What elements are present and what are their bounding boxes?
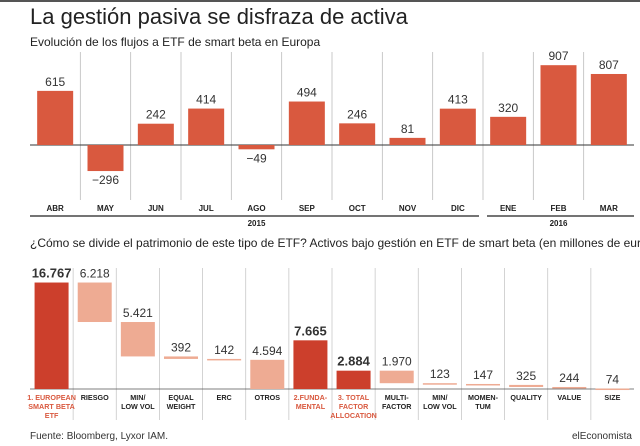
top-rule — [0, 0, 640, 2]
tick-label: ENE — [500, 204, 517, 213]
data-label: 320 — [498, 101, 518, 115]
tick-label: NOV — [399, 204, 417, 213]
bar-abr — [37, 90, 74, 145]
tick-label: WEIGHT — [167, 402, 196, 411]
year-label: 2016 — [550, 219, 568, 228]
tick-label: 2.FUNDA- — [294, 393, 328, 402]
tick-label: ABR — [46, 204, 64, 213]
bar-sep — [288, 101, 325, 145]
page-title: La gestión pasiva se disfraza de activa — [30, 4, 408, 29]
bar-category-10 — [466, 383, 500, 386]
tick-label: ERC — [217, 393, 232, 402]
data-label: 244 — [559, 371, 579, 385]
tick-label: LOW VOL — [121, 402, 155, 411]
tick-label: MULTI- — [385, 393, 409, 402]
data-label: 7.665 — [294, 323, 327, 338]
tick-label: 1. EUROPEAN — [27, 393, 76, 402]
tick-label: OCT — [349, 204, 366, 213]
tick-label: TUM — [475, 402, 491, 411]
data-label: 907 — [548, 49, 568, 63]
data-label: 2.884 — [337, 354, 370, 369]
bar-dic — [439, 108, 476, 145]
bar-ene — [490, 116, 527, 145]
data-label: 246 — [347, 107, 367, 121]
data-label: 6.218 — [80, 267, 110, 281]
bar-jul — [188, 108, 225, 145]
data-label: 74 — [606, 373, 620, 387]
bar-oct — [339, 123, 376, 145]
bar-category-5 — [250, 359, 285, 389]
data-label: 494 — [297, 86, 317, 100]
year-label: 2015 — [248, 219, 266, 228]
tick-label: MAY — [97, 204, 115, 213]
data-label: 81 — [401, 122, 415, 136]
data-label: 1.970 — [382, 355, 412, 369]
data-label: 123 — [430, 367, 450, 381]
tick-label: ALLOCATION — [330, 411, 377, 420]
bar-category-1 — [77, 282, 112, 323]
tick-label: JUL — [199, 204, 214, 213]
bar-category-12 — [552, 386, 587, 389]
data-label: 242 — [146, 108, 166, 122]
data-label: 147 — [473, 368, 493, 382]
bar-category-2 — [120, 322, 155, 357]
bar-category-6 — [293, 340, 328, 389]
brand-label: elEconomista — [571, 431, 632, 442]
source-note: Fuente: Bloomberg, Lyxor IAM. — [30, 431, 169, 442]
tick-label: MOMEN- — [468, 393, 499, 402]
tick-label: FEB — [551, 204, 567, 213]
tick-label: SMART BETA — [28, 402, 75, 411]
bar-category-11 — [509, 384, 544, 387]
tick-label: OTROS — [255, 393, 281, 402]
bar-category-8 — [379, 370, 414, 384]
tick-label: RIESGO — [81, 393, 109, 402]
chart1-subtitle: Evolución de los flujos a ETF de smart b… — [30, 35, 321, 49]
bar-may — [87, 145, 124, 172]
bar-category-13 — [595, 388, 630, 391]
bar-category-7 — [336, 370, 371, 389]
data-label: 16.767 — [32, 266, 72, 281]
data-label: 4.594 — [252, 344, 282, 358]
bar-category-9 — [422, 383, 457, 385]
data-label: −296 — [92, 173, 119, 187]
tick-label: 3. TOTAL — [338, 393, 370, 402]
tick-label: AGO — [247, 204, 265, 213]
bar-mar — [590, 73, 627, 145]
tick-label: ETF — [45, 411, 59, 420]
tick-label: MENTAL — [296, 402, 326, 411]
bar-jun — [137, 123, 174, 145]
tick-label: SEP — [299, 204, 316, 213]
tick-label: FACTOR — [382, 402, 412, 411]
bar-ago — [238, 145, 275, 150]
tick-label: DIC — [451, 204, 465, 213]
bar-category-0 — [34, 282, 69, 389]
tick-label: MAR — [600, 204, 618, 213]
tick-label: FACTOR — [339, 402, 369, 411]
data-label: 142 — [214, 343, 234, 357]
bar-feb — [540, 65, 577, 145]
tick-label: EQUAL — [168, 393, 194, 402]
tick-label: MIN/ — [130, 393, 145, 402]
bar-nov — [389, 137, 426, 145]
data-label: 413 — [448, 93, 468, 107]
data-label: 414 — [196, 93, 216, 107]
chart2-subtitle: ¿Cómo se divide el patrimonio de este ti… — [30, 236, 640, 250]
data-label: −49 — [246, 151, 267, 165]
tick-label: MIN/ — [432, 393, 447, 402]
bar-category-4 — [207, 358, 242, 361]
tick-label: LOW VOL — [423, 402, 457, 411]
tick-label: JUN — [148, 204, 164, 213]
tick-label: QUALITY — [510, 393, 542, 402]
tick-label: VALUE — [557, 393, 581, 402]
data-label: 807 — [599, 58, 619, 72]
data-label: 5.421 — [123, 306, 153, 320]
data-label: 325 — [516, 369, 536, 383]
data-label: 392 — [171, 340, 191, 354]
tick-label: SIZE — [604, 393, 620, 402]
bar-category-3 — [164, 356, 198, 359]
data-label: 615 — [45, 75, 65, 89]
